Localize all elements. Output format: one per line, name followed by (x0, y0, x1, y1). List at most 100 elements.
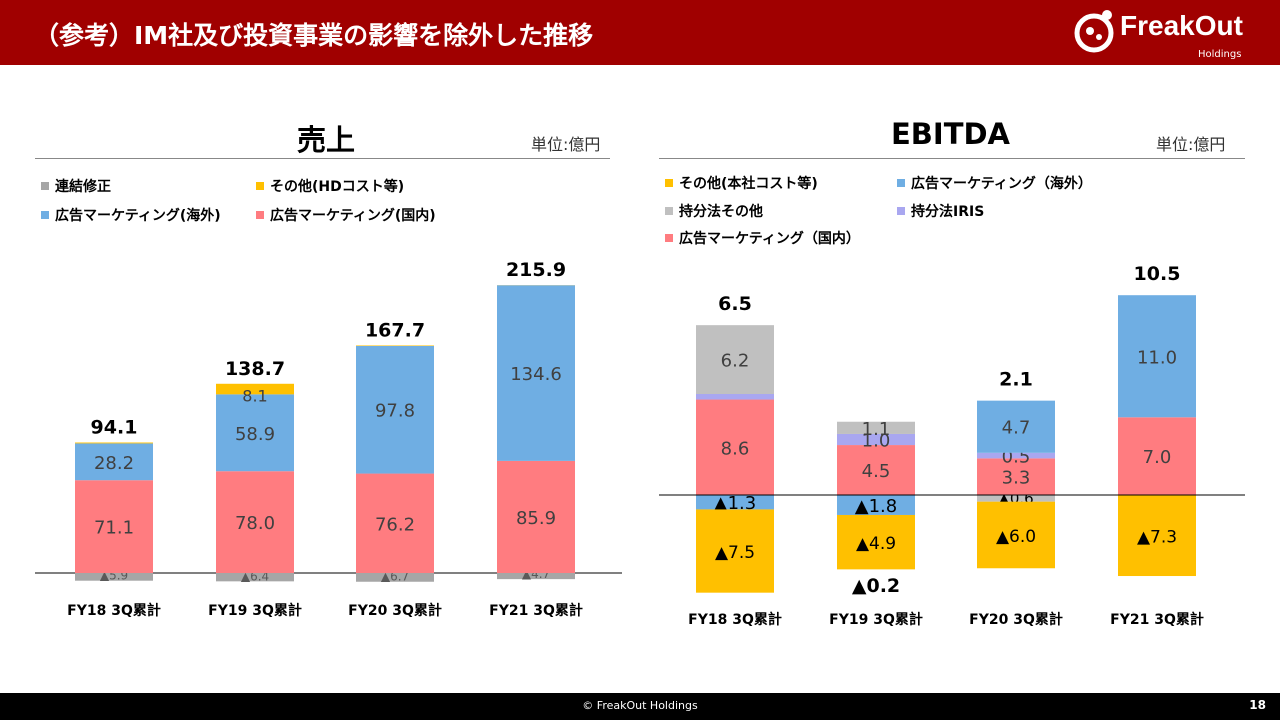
data-label-other: ▲7.5 (715, 543, 755, 563)
page-number: 18 (1249, 698, 1266, 712)
data-label-total: 167.7 (365, 319, 425, 341)
x-tick-label: FY21 3Q累計 (489, 602, 583, 619)
logo-mark-icon (1074, 10, 1114, 53)
data-label-domestic: 4.5 (862, 461, 891, 482)
ebitda-chart-title: EBITDA (891, 117, 1011, 151)
bar-domestic (356, 473, 434, 573)
bar-other (216, 383, 294, 395)
legend-label: その他(本社コスト等) (679, 176, 818, 192)
legend-swatch (665, 179, 673, 187)
x-tick-label: FY20 3Q累計 (348, 602, 442, 619)
legend-label: その他(HDコスト等) (270, 179, 405, 195)
x-tick-label: FY19 3Q累計 (208, 602, 302, 619)
sales-title-rule (35, 158, 610, 159)
legend-swatch (41, 211, 49, 219)
bar-consolidation (356, 573, 434, 582)
data-label-total: 215.9 (506, 259, 566, 281)
data-label-domestic: 3.3 (1002, 468, 1031, 489)
legend-label: 持分法IRIS (911, 204, 985, 220)
header-bar: （参考）IM社及び投資事業の影響を除外した推移 FreakOut Holding… (0, 0, 1280, 65)
logo-subtitle: Holdings (1198, 49, 1242, 60)
bar-overseas (216, 394, 294, 472)
data-label-overseas: 28.2 (94, 453, 134, 474)
legend-swatch (665, 234, 673, 242)
bar-domestic (497, 460, 575, 573)
data-label-domestic: 7.0 (1143, 447, 1172, 468)
data-label-other: ▲7.3 (1137, 528, 1177, 548)
data-label-other: ▲4.9 (856, 534, 896, 554)
bar-domestic (75, 480, 153, 573)
data-label-domestic: 76.2 (375, 514, 415, 535)
legend-entry: 連結修正 (41, 178, 111, 196)
bar-overseas (696, 495, 774, 510)
data-label-overseas: 58.9 (235, 424, 275, 445)
data-label-equity-other: 1.1 (862, 419, 891, 440)
legend-swatch (897, 207, 905, 215)
data-label-overseas: ▲1.3 (714, 493, 756, 514)
legend-label: 広告マーケティング(国内) (270, 208, 436, 224)
legend-swatch (256, 182, 264, 190)
legend-entry: その他(HDコスト等) (256, 178, 404, 196)
bar-equity-iris (696, 393, 774, 400)
legend-label: 持分法その他 (679, 204, 763, 220)
legend-swatch (897, 179, 905, 187)
x-tick-label: FY20 3Q累計 (969, 611, 1063, 628)
data-label-other: 8.1 (242, 386, 267, 405)
data-label-domestic: 71.1 (94, 518, 134, 539)
legend-label: 広告マーケティング(海外) (55, 208, 221, 224)
data-label-domestic: 8.6 (721, 438, 750, 459)
data-label-overseas: 134.6 (510, 364, 562, 385)
bar-domestic (216, 471, 294, 573)
bar-equity-other (837, 421, 915, 434)
data-label-total: 94.1 (91, 417, 138, 439)
legend-swatch (256, 211, 264, 219)
bar-domestic (977, 458, 1055, 495)
legend-entry: 広告マーケティング(海外) (41, 207, 221, 225)
bar-domestic (696, 399, 774, 495)
data-label-equity-other: 6.2 (721, 351, 750, 372)
bar-consolidation (216, 573, 294, 582)
x-tick-label: FY18 3Q累計 (67, 602, 161, 619)
bar-domestic (1118, 417, 1196, 495)
bar-overseas (497, 285, 575, 461)
data-label-overseas: 4.7 (1002, 418, 1031, 439)
legend-swatch (665, 207, 673, 215)
bar-domestic (837, 445, 915, 495)
ebitda-title-rule (659, 158, 1245, 159)
x-tick-label: FY18 3Q累計 (688, 611, 782, 628)
data-label-equity-iris: 1.0 (862, 431, 891, 452)
data-label-total: 138.7 (225, 358, 285, 380)
bar-equity-other (696, 325, 774, 394)
data-label-other: ▲6.0 (996, 527, 1036, 547)
ebitda-unit-label: 単位:億円 (1156, 135, 1226, 154)
legend-entry: 広告マーケティング(国内) (256, 207, 436, 225)
sales-chart-title: 売上 (297, 123, 356, 157)
bar-consolidation (75, 573, 153, 581)
bar-overseas (356, 345, 434, 474)
legend-entry: 広告マーケティング（海外） (897, 175, 1092, 193)
bar-overseas (1118, 295, 1196, 418)
legend-label: 広告マーケティング（国内） (679, 231, 860, 247)
legend-swatch (41, 182, 49, 190)
bar-equity-other (977, 495, 1055, 502)
bar-other (356, 345, 434, 346)
bar-overseas (977, 400, 1055, 453)
legend-entry: 広告マーケティング（国内） (665, 230, 860, 248)
data-label-overseas: ▲1.8 (855, 496, 897, 517)
legend-label: 広告マーケティング（海外） (911, 176, 1092, 192)
bar-other (837, 514, 915, 570)
data-label-domestic: 85.9 (516, 508, 556, 529)
bar-other (696, 509, 774, 593)
bar-equity-iris (977, 452, 1055, 459)
bar-other (1118, 495, 1196, 577)
copyright-text: © FreakOut Holdings (582, 699, 698, 712)
x-tick-label: FY21 3Q累計 (1110, 611, 1204, 628)
x-tick-label: FY19 3Q累計 (829, 611, 923, 628)
bar-consolidation (497, 573, 575, 580)
logo-wordmark: FreakOut (1120, 10, 1243, 41)
data-label-total: 6.5 (718, 293, 752, 315)
bar-other (977, 501, 1055, 569)
data-label-total: 2.1 (999, 369, 1033, 391)
data-label-total: 10.5 (1134, 263, 1181, 285)
